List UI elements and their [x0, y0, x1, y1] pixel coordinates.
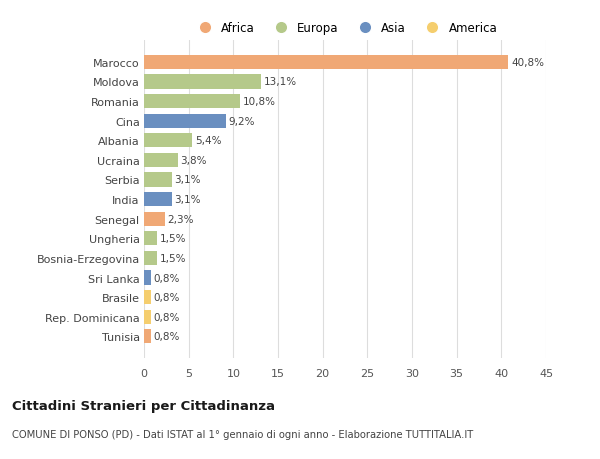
Text: 0,8%: 0,8%	[154, 331, 180, 341]
Text: 1,5%: 1,5%	[160, 253, 187, 263]
Bar	[144, 252, 157, 265]
Text: 3,1%: 3,1%	[175, 175, 201, 185]
Bar	[144, 75, 261, 90]
Bar	[144, 310, 151, 324]
Bar	[144, 330, 151, 344]
Bar	[144, 173, 172, 187]
Text: COMUNE DI PONSO (PD) - Dati ISTAT al 1° gennaio di ogni anno - Elaborazione TUTT: COMUNE DI PONSO (PD) - Dati ISTAT al 1° …	[12, 429, 473, 439]
Text: 9,2%: 9,2%	[229, 117, 256, 126]
Text: 0,8%: 0,8%	[154, 312, 180, 322]
Text: 13,1%: 13,1%	[264, 77, 297, 87]
Bar	[144, 114, 226, 129]
Bar	[144, 271, 151, 285]
Text: 1,5%: 1,5%	[160, 234, 187, 244]
Bar	[144, 193, 172, 207]
Text: 5,4%: 5,4%	[195, 136, 221, 146]
Legend: Africa, Europa, Asia, America: Africa, Europa, Asia, America	[193, 22, 497, 35]
Bar	[144, 291, 151, 304]
Text: 10,8%: 10,8%	[243, 97, 276, 107]
Bar	[144, 134, 192, 148]
Bar	[144, 56, 508, 70]
Bar	[144, 95, 241, 109]
Bar	[144, 212, 164, 226]
Text: 0,8%: 0,8%	[154, 292, 180, 302]
Text: 0,8%: 0,8%	[154, 273, 180, 283]
Text: 40,8%: 40,8%	[511, 58, 544, 68]
Bar	[144, 153, 178, 168]
Text: 2,3%: 2,3%	[167, 214, 194, 224]
Text: 3,1%: 3,1%	[175, 195, 201, 205]
Text: 3,8%: 3,8%	[181, 156, 207, 166]
Text: Cittadini Stranieri per Cittadinanza: Cittadini Stranieri per Cittadinanza	[12, 399, 275, 412]
Bar	[144, 232, 157, 246]
